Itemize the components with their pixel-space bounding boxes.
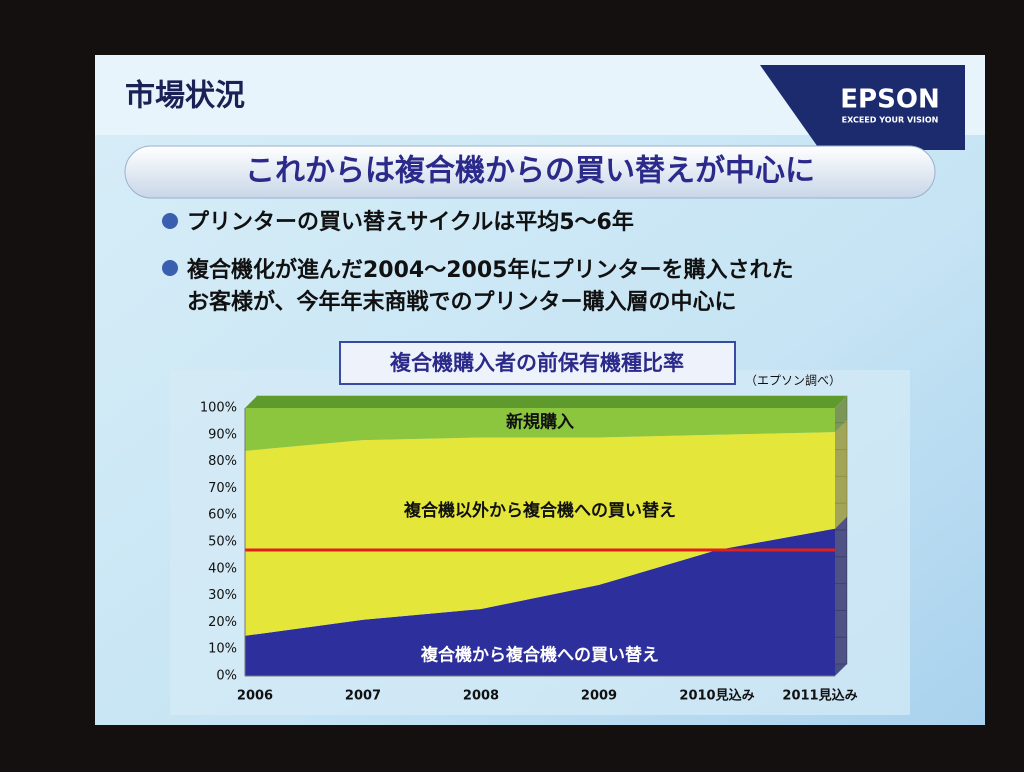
x-tick-label: 2010見込み xyxy=(679,688,754,704)
slide-title: 市場状況 xyxy=(125,79,245,114)
bullet: お客様が、今年年末商戦でのプリンター購入層の中心に xyxy=(187,289,737,315)
x-tick-label: 2011見込み xyxy=(782,688,857,704)
y-tick-label: 10% xyxy=(208,642,237,657)
y-tick-label: 0% xyxy=(216,669,237,684)
area xyxy=(245,408,835,451)
y-tick-label: 80% xyxy=(208,454,237,469)
bullet-icon xyxy=(162,213,178,229)
chart-title-box xyxy=(339,341,736,385)
y-tick-label: 70% xyxy=(208,481,237,496)
area xyxy=(245,528,835,676)
x-tick-label: 2006 xyxy=(237,689,273,704)
area-side xyxy=(835,420,847,529)
bullet: 複合機化が進んだ2004～2005年にプリンターを購入された xyxy=(187,257,793,283)
series-label: 複合機以外から複合機への買い替え xyxy=(403,500,676,521)
series-label: 新規購入 xyxy=(506,412,574,433)
area-side xyxy=(835,396,847,433)
bullet: プリンターの買い替えサイクルは平均5～6年 xyxy=(187,209,634,235)
x-tick-label: 2007 xyxy=(345,689,381,704)
logo-tagline: EXCEED YOUR VISION xyxy=(842,116,939,125)
chart-title: 複合機購入者の前保有機種比率 xyxy=(389,351,684,375)
bullet-icon xyxy=(162,260,178,276)
y-tick-label: 60% xyxy=(208,508,237,523)
x-tick-label: 2009 xyxy=(581,689,617,704)
top-face xyxy=(245,396,847,408)
y-tick-label: 40% xyxy=(208,561,237,576)
logo-panel xyxy=(760,65,965,150)
y-tick-label: 90% xyxy=(208,427,237,442)
banner-text: これからは複合機からの買い替えが中心に xyxy=(245,154,815,189)
chart: 0% 10% 20% 30% 40% 50% 60% 70% 80% 90% 100% 2006 200… xyxy=(200,395,858,704)
y-tick-label: 50% xyxy=(208,535,237,550)
area-side xyxy=(835,516,847,676)
y-tick-label: 20% xyxy=(208,615,237,630)
source: （エプソン調べ） xyxy=(745,374,841,388)
x-tick-label: 2008 xyxy=(463,689,499,704)
area xyxy=(245,432,835,636)
y-tick-label: 100% xyxy=(200,401,237,416)
logo: EPSON xyxy=(840,85,939,115)
y-tick-label: 30% xyxy=(208,588,237,603)
banner xyxy=(124,145,936,199)
series-label: 複合機から複合機への買い替え xyxy=(420,644,659,665)
